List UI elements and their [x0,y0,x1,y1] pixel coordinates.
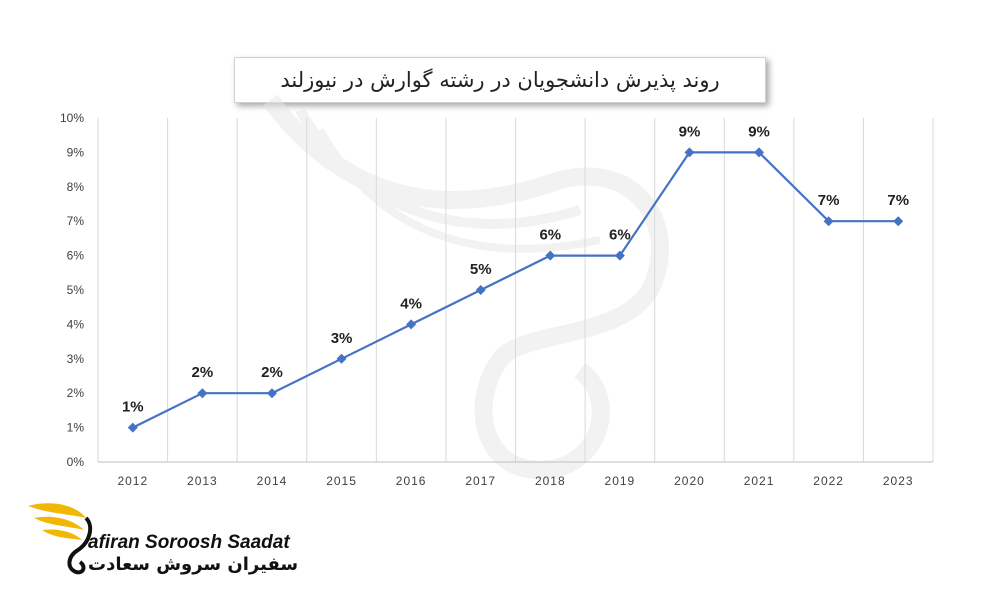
chart-title: روند پذیرش دانشجویان در رشته گوارش در نی… [234,57,766,103]
y-tick-label: 6% [67,249,85,263]
y-tick-label: 5% [67,283,85,297]
y-tick-label: 1% [67,421,85,435]
x-tick-label: 2018 [535,474,566,488]
data-label: 7% [887,192,909,209]
data-label: 4% [400,295,422,312]
x-tick-label: 2022 [813,474,844,488]
x-tick-label: 2019 [605,474,636,488]
x-tick-label: 2020 [674,474,705,488]
bird-logo-icon [28,503,93,575]
y-tick-label: 10% [60,111,84,125]
y-tick-label: 9% [67,145,85,159]
data-point [823,216,834,227]
data-label: 2% [261,364,283,381]
gridlines [97,118,934,462]
data-point [406,319,417,330]
data-labels: 1% 2% 2% 3% 4% 5% 6% 6% 9% 9% 7% 7% [122,123,909,415]
data-point [614,250,625,261]
data-label: 5% [470,261,492,278]
x-tick-label: 2015 [326,474,357,488]
x-tick-label: 2023 [883,474,914,488]
y-tick-label: 0% [67,455,85,469]
y-tick-label: 4% [67,317,85,331]
data-point [127,422,138,433]
x-tick-label: 2017 [465,474,496,488]
logo-name-fa: سفیران سروش سعادت [88,554,299,575]
data-label: 9% [679,123,701,140]
data-point [893,216,904,227]
x-tick-label: 2021 [744,474,775,488]
y-tick-label: 8% [67,180,85,194]
data-label: 6% [609,227,631,244]
x-axis-ticks: 2012 2013 2014 2015 2016 2017 2018 2019 2020 2021… [117,474,914,488]
x-tick-label: 2016 [396,474,427,488]
y-tick-label: 7% [67,214,85,228]
data-label: 6% [539,227,561,244]
data-label: 9% [748,123,770,140]
data-point [684,147,695,158]
y-tick-label: 3% [67,352,85,366]
y-axis-ticks: 0% 1% 2% 3% 4% 5% 6% 7% 8% 9% 10% [60,111,84,469]
data-label: 7% [818,192,840,209]
data-label: 1% [122,399,144,416]
data-point [336,353,347,364]
swan-watermark-icon [262,94,669,480]
x-tick-label: 2014 [257,474,288,488]
data-point [545,250,556,261]
data-point [197,388,208,399]
data-point [754,147,765,158]
y-tick-label: 2% [67,386,85,400]
data-label: 2% [192,364,214,381]
data-label: 3% [331,330,353,347]
data-point [475,285,486,295]
series-line [132,151,899,429]
series-markers [127,147,904,433]
company-logo [20,494,300,584]
logo-name-en: afiran Soroosh Saadat [88,532,290,553]
x-tick-label: 2013 [187,474,218,488]
data-point [266,388,277,399]
x-tick-label: 2012 [117,474,148,488]
